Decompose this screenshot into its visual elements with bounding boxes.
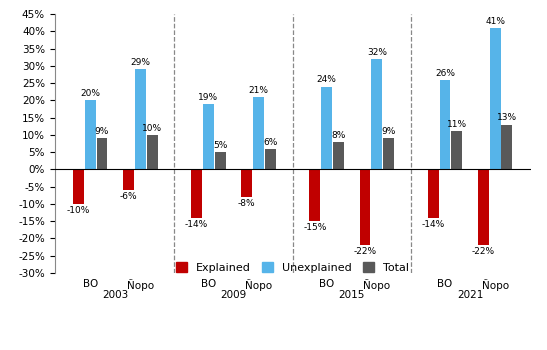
Text: 29%: 29% bbox=[130, 58, 150, 67]
Bar bbox=[333, 142, 344, 169]
Text: 11%: 11% bbox=[447, 120, 467, 130]
Bar bbox=[253, 97, 264, 169]
Bar bbox=[73, 169, 84, 204]
Bar bbox=[502, 125, 513, 169]
Text: -14%: -14% bbox=[185, 220, 208, 229]
Bar bbox=[241, 169, 252, 197]
Bar bbox=[478, 169, 488, 245]
Bar bbox=[265, 149, 276, 169]
Text: 9%: 9% bbox=[381, 127, 396, 136]
Bar bbox=[383, 138, 394, 169]
Text: Ñopo: Ñopo bbox=[127, 279, 154, 291]
Bar bbox=[97, 138, 107, 169]
Bar bbox=[123, 169, 134, 190]
Text: 2003: 2003 bbox=[102, 289, 129, 300]
Text: 19%: 19% bbox=[199, 93, 219, 102]
Bar bbox=[359, 169, 370, 245]
Text: 21%: 21% bbox=[248, 86, 269, 95]
Text: Ñopo: Ñopo bbox=[363, 279, 391, 291]
Text: 2015: 2015 bbox=[339, 289, 365, 300]
Bar bbox=[191, 169, 202, 218]
Bar bbox=[135, 69, 146, 169]
Bar bbox=[428, 169, 439, 218]
Text: 9%: 9% bbox=[95, 127, 109, 136]
Text: -6%: -6% bbox=[120, 192, 137, 201]
Text: 13%: 13% bbox=[497, 113, 517, 122]
Text: BO: BO bbox=[319, 279, 334, 289]
Text: 32%: 32% bbox=[367, 48, 387, 57]
Bar bbox=[203, 104, 214, 169]
Bar bbox=[451, 131, 462, 169]
Text: -15%: -15% bbox=[303, 223, 327, 232]
Text: 41%: 41% bbox=[485, 17, 505, 26]
Text: -22%: -22% bbox=[472, 247, 495, 257]
Bar bbox=[85, 100, 96, 169]
Text: -10%: -10% bbox=[67, 206, 90, 215]
Text: 2009: 2009 bbox=[220, 289, 247, 300]
Text: -8%: -8% bbox=[238, 199, 255, 208]
Legend: Explained, Unexplained, Total: Explained, Unexplained, Total bbox=[176, 262, 409, 273]
Text: BO: BO bbox=[438, 279, 453, 289]
Text: 24%: 24% bbox=[317, 76, 337, 84]
Text: 10%: 10% bbox=[142, 124, 162, 133]
Text: 8%: 8% bbox=[331, 131, 346, 140]
Text: 2021: 2021 bbox=[457, 289, 483, 300]
Bar bbox=[440, 79, 451, 169]
Text: -22%: -22% bbox=[353, 247, 376, 257]
Text: BO: BO bbox=[201, 279, 216, 289]
Bar bbox=[490, 28, 501, 169]
Text: Ñopo: Ñopo bbox=[245, 279, 272, 291]
Text: Ñopo: Ñopo bbox=[481, 279, 509, 291]
Bar bbox=[371, 59, 382, 169]
Text: 20%: 20% bbox=[80, 89, 100, 98]
Text: 6%: 6% bbox=[263, 138, 277, 147]
Text: 5%: 5% bbox=[213, 141, 228, 150]
Text: -14%: -14% bbox=[422, 220, 445, 229]
Text: 26%: 26% bbox=[435, 69, 455, 78]
Bar bbox=[147, 135, 158, 169]
Bar bbox=[215, 152, 226, 169]
Bar bbox=[310, 169, 321, 221]
Text: BO: BO bbox=[83, 279, 98, 289]
Bar bbox=[321, 86, 332, 169]
